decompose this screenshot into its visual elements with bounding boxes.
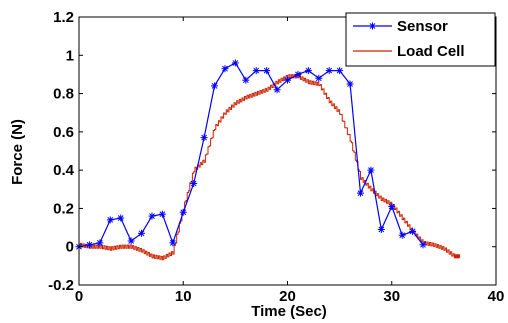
sensor-point	[304, 67, 312, 75]
legend-box	[345, 12, 496, 67]
sensor-point	[179, 208, 187, 216]
y-tick-label: 1	[66, 47, 74, 64]
x-axis-label: Time (Sec)	[251, 303, 327, 320]
legend-loadcell-label: Load Cell	[397, 43, 465, 60]
sensor-point	[263, 67, 271, 75]
sensor-point	[200, 134, 208, 142]
series-sensor-line	[78, 62, 424, 248]
sensor-point	[377, 225, 385, 233]
sensor-point	[419, 241, 427, 249]
sensor-point	[117, 214, 125, 222]
sensor-point	[158, 210, 166, 218]
sensor-point	[356, 189, 364, 197]
x-tick-label: 30	[383, 288, 400, 305]
sensor-point	[127, 237, 135, 245]
sensor-point	[273, 86, 281, 94]
sensor-point	[367, 166, 375, 174]
y-tick-label: 0.8	[53, 86, 74, 103]
sensor-point	[106, 216, 114, 224]
legend: Sensor Load Cell	[345, 12, 496, 67]
sensor-point	[148, 212, 156, 220]
sensor-point	[315, 74, 323, 82]
sensor-point	[242, 76, 250, 84]
y-tick-label: -0.2	[48, 277, 74, 294]
sensor-point	[221, 65, 229, 73]
y-axis-label: Force (N)	[9, 119, 26, 185]
sensor-point	[169, 239, 177, 247]
sensor-point	[211, 82, 219, 90]
x-tick-label: 10	[175, 288, 192, 305]
sensor-point	[252, 67, 260, 75]
sensor-point	[336, 67, 344, 75]
y-tick-label: 0	[66, 239, 74, 256]
y-tick-label: 1.2	[53, 9, 74, 26]
sensor-point	[85, 241, 93, 249]
sensor-point	[96, 239, 104, 247]
legend-sensor-marker	[369, 22, 376, 30]
legend-sensor-label: Sensor	[397, 18, 448, 35]
sensor-point	[231, 59, 239, 67]
y-tick-label: 0.6	[53, 124, 74, 141]
sensor-point	[138, 229, 146, 237]
x-tick-label: 0	[75, 288, 83, 305]
series-load-cell-line	[79, 74, 460, 261]
axes-layer: 0 10 20 30 40-0.200.20.40.60.811.2	[48, 9, 504, 305]
sensor-point	[409, 227, 417, 235]
series-layer	[75, 59, 460, 261]
x-tick-label: 20	[279, 288, 296, 305]
y-tick-label: 0.2	[53, 200, 74, 217]
legend-sensor-asterisk	[369, 22, 376, 30]
sensor-point	[346, 80, 354, 88]
sensor-point	[325, 67, 333, 75]
sensor-point	[190, 180, 198, 188]
sensor-point	[284, 76, 291, 84]
sensor-point	[398, 231, 406, 239]
sensor-point	[294, 70, 302, 78]
x-tick-label: 40	[488, 288, 505, 305]
sensor-point	[388, 203, 396, 211]
y-tick-label: 0.4	[53, 162, 75, 179]
